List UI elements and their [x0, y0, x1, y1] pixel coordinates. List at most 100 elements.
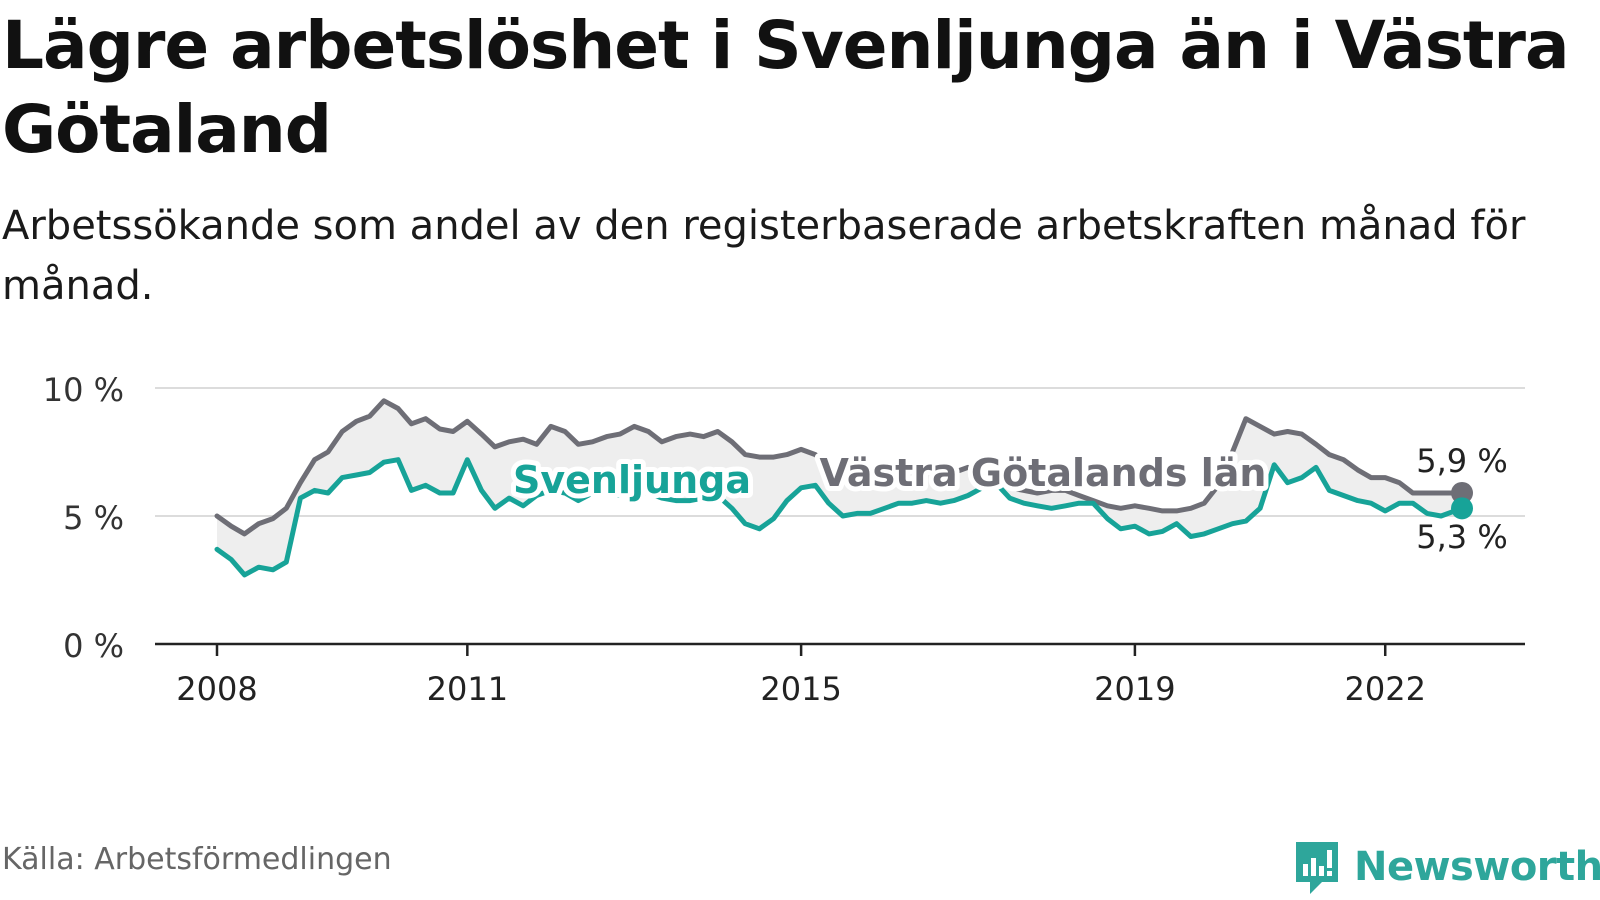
data-point-vastra-gotaland: [1369, 476, 1373, 479]
data-point-vastra-gotaland: [1273, 432, 1276, 436]
source-note: Källa: Arbetsförmedlingen: [2, 842, 392, 877]
data-point-svenljunga: [1231, 522, 1234, 525]
data-point-vastra-gotaland: [1300, 432, 1303, 436]
data-point-svenljunga: [814, 484, 817, 487]
data-point-svenljunga: [952, 499, 956, 502]
data-point-svenljunga: [1356, 499, 1359, 502]
data-point-svenljunga: [549, 489, 552, 492]
data-point-vastra-gotaland: [1258, 425, 1262, 428]
x-tick-label: 2008: [176, 670, 257, 708]
data-point-svenljunga: [480, 489, 483, 492]
series-lines: [214, 398, 1473, 578]
data-point-vastra-gotaland: [688, 432, 692, 436]
data-point-vastra-gotaland: [522, 438, 525, 441]
data-point-vastra-gotaland: [438, 427, 441, 431]
data-point-vastra-gotaland: [827, 466, 830, 469]
data-point-vastra-gotaland: [633, 425, 636, 428]
y-tick-label: 5 %: [63, 499, 124, 537]
data-point-vastra-gotaland: [1008, 486, 1011, 490]
data-point-vastra-gotaland: [1119, 507, 1122, 510]
data-point-vastra-gotaland: [1342, 458, 1345, 461]
data-point-svenljunga: [299, 496, 302, 500]
x-tick-label: 2022: [1345, 670, 1426, 708]
y-axis-tick-labels: 0 % 5 % 10 %: [43, 371, 124, 665]
data-point-vastra-gotaland: [758, 455, 761, 459]
data-point-vastra-gotaland: [952, 471, 956, 474]
data-point-svenljunga: [758, 527, 761, 530]
data-point-svenljunga: [1328, 489, 1331, 492]
brand-logo[interactable]: Newsworthy: [1292, 838, 1600, 896]
data-point-vastra-gotaland: [285, 507, 288, 510]
data-point-svenljunga: [451, 491, 455, 495]
data-point-vastra-gotaland: [229, 525, 233, 528]
data-point-vastra-gotaland: [744, 453, 747, 456]
data-point-svenljunga: [382, 461, 386, 464]
end-marker-svenljunga: [1451, 497, 1473, 520]
data-point-svenljunga: [563, 491, 567, 495]
data-point-svenljunga: [883, 507, 886, 510]
data-point-vastra-gotaland: [855, 468, 859, 472]
data-point-svenljunga: [618, 494, 622, 497]
data-point-svenljunga: [507, 496, 511, 500]
data-point-svenljunga: [1022, 502, 1026, 505]
data-point-vastra-gotaland: [660, 440, 663, 443]
data-point-svenljunga: [340, 476, 344, 479]
data-point-vastra-gotaland: [382, 399, 386, 402]
data-point-vastra-gotaland: [1077, 494, 1081, 497]
data-point-vastra-gotaland: [799, 448, 803, 451]
data-point-vastra-gotaland: [577, 443, 580, 446]
data-point-vastra-gotaland: [1425, 491, 1429, 495]
data-point-svenljunga: [869, 512, 872, 515]
data-point-vastra-gotaland: [1175, 509, 1178, 513]
data-point-vastra-gotaland: [1189, 507, 1193, 510]
data-point-svenljunga: [257, 566, 260, 569]
end-value-label-vastra-gotaland: 5,9 %: [1416, 442, 1507, 480]
line-chart: 0 % 5 % 10 % 2008 2011 2015 2019 2022 Svenljun…: [43, 371, 1525, 708]
data-point-svenljunga: [1439, 514, 1443, 518]
data-point-vastra-gotaland: [897, 466, 900, 469]
data-point-vastra-gotaland: [647, 430, 650, 433]
data-point-vastra-gotaland: [535, 443, 538, 446]
data-point-vastra-gotaland: [716, 430, 719, 433]
data-point-svenljunga: [702, 496, 705, 500]
data-point-svenljunga: [1425, 512, 1429, 515]
data-point-vastra-gotaland: [215, 514, 219, 518]
data-point-vastra-gotaland: [1411, 491, 1414, 495]
data-point-svenljunga: [688, 499, 692, 502]
data-point-vastra-gotaland: [480, 432, 483, 436]
end-marker-vastra-gotaland: [1451, 481, 1473, 504]
data-point-svenljunga: [1411, 502, 1414, 505]
data-point-vastra-gotaland: [591, 440, 594, 443]
x-tick-label: 2015: [760, 670, 841, 708]
data-point-svenljunga: [1369, 502, 1373, 505]
data-point-svenljunga: [215, 548, 219, 551]
data-point-svenljunga: [730, 507, 734, 510]
data-point-vastra-gotaland: [869, 468, 872, 472]
data-point-svenljunga: [577, 499, 580, 502]
data-point-svenljunga: [994, 481, 997, 484]
data-point-svenljunga: [1384, 509, 1387, 513]
data-point-vastra-gotaland: [549, 425, 552, 428]
data-point-vastra-gotaland: [1036, 491, 1039, 495]
data-point-svenljunga: [772, 517, 775, 520]
end-value-label-svenljunga: 5,3 %: [1416, 518, 1507, 556]
data-point-svenljunga: [910, 502, 914, 505]
data-point-vastra-gotaland: [1231, 450, 1234, 454]
data-point-vastra-gotaland: [925, 468, 928, 472]
series-line-vastra-gotaland: [214, 398, 1465, 537]
data-point-vastra-gotaland: [410, 422, 413, 426]
data-point-vastra-gotaland: [1356, 468, 1359, 472]
data-point-svenljunga: [535, 494, 538, 497]
data-point-svenljunga: [647, 491, 650, 495]
data-point-svenljunga: [1342, 494, 1345, 497]
x-tick-label: 2011: [427, 670, 508, 708]
data-point-vastra-gotaland: [966, 466, 970, 469]
data-point-vastra-gotaland: [1202, 502, 1206, 505]
data-point-svenljunga: [660, 496, 663, 500]
data-point-svenljunga: [1106, 517, 1109, 520]
data-point-svenljunga: [438, 491, 441, 495]
data-point-vastra-gotaland: [1106, 504, 1109, 507]
data-point-svenljunga: [368, 471, 371, 474]
data-point-svenljunga: [605, 489, 608, 492]
series-labels: Svenljunga Västra Götalands län 5,9 % 5,3 %: [508, 437, 1513, 561]
